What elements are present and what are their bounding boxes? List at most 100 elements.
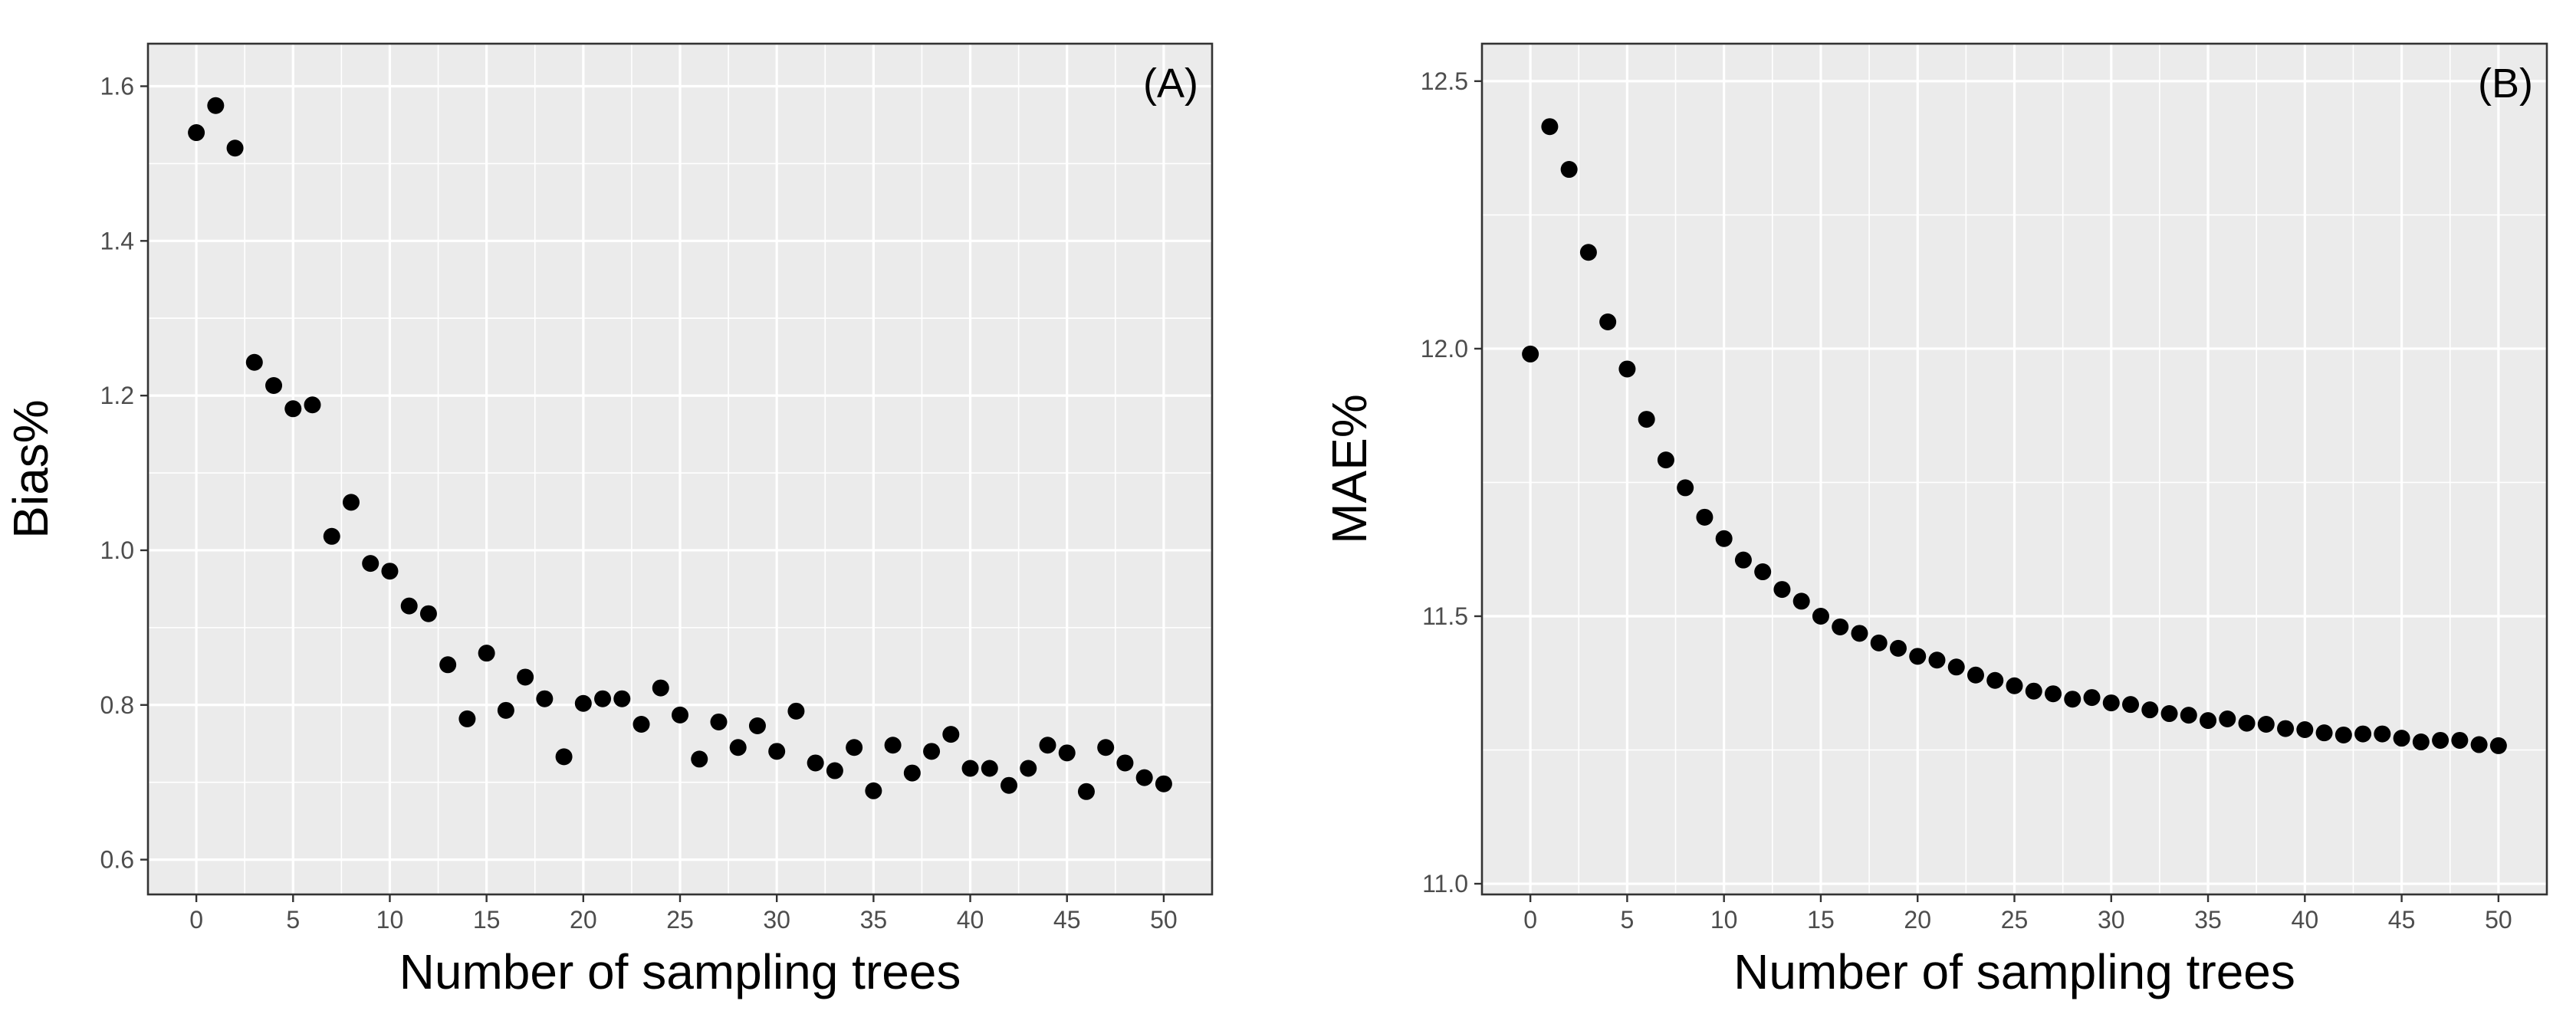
x-tick-label: 0: [189, 906, 203, 934]
data-point: [2354, 725, 2372, 743]
data-point: [1812, 607, 1829, 625]
data-point: [865, 782, 882, 799]
data-point: [2277, 720, 2295, 737]
data-point: [807, 754, 824, 772]
data-point: [2083, 689, 2101, 707]
x-tick-label: 30: [763, 906, 790, 934]
data-point: [2122, 696, 2140, 714]
data-point: [1155, 775, 1172, 792]
data-point: [265, 377, 283, 395]
data-point: [517, 668, 534, 686]
data-point: [2296, 720, 2314, 738]
data-point: [672, 706, 688, 724]
data-point: [1599, 313, 1617, 331]
x-tick-label: 10: [1710, 906, 1738, 934]
data-point: [1792, 592, 1810, 610]
x-tick-label: 40: [957, 906, 984, 934]
panel-tag-a: (A): [1143, 61, 1198, 107]
data-point: [1560, 161, 1578, 179]
data-point: [787, 702, 805, 720]
data-point: [2315, 724, 2333, 742]
data-point: [2064, 691, 2082, 708]
data-point: [652, 679, 669, 697]
data-point: [1889, 639, 1907, 657]
data-point: [2393, 730, 2410, 747]
y-tick-label: 0.6: [100, 846, 134, 874]
x-tick-label: 40: [2292, 906, 2319, 934]
x-tick-label: 15: [1807, 906, 1835, 934]
data-point: [2102, 694, 2120, 712]
y-tick-label: 11.5: [1422, 602, 1468, 630]
data-point: [1734, 551, 1752, 569]
data-point: [1677, 479, 1694, 497]
data-point: [1522, 345, 1539, 363]
data-point: [1967, 666, 1984, 684]
x-tick-label: 5: [286, 906, 300, 934]
x-axis-title: Number of sampling trees: [1733, 944, 2295, 999]
data-point: [207, 97, 225, 114]
data-point: [1579, 244, 1597, 261]
x-tick-label: 30: [2098, 906, 2125, 934]
data-point: [1696, 508, 1714, 526]
x-tick-label: 20: [570, 906, 597, 934]
y-tick-label: 12.5: [1421, 67, 1468, 95]
data-point: [710, 713, 728, 730]
data-point: [419, 605, 437, 622]
data-point: [2238, 714, 2256, 732]
data-point: [942, 726, 960, 743]
data-point: [1541, 118, 1559, 136]
data-point: [2141, 701, 2159, 719]
data-point: [981, 760, 998, 777]
data-point: [2219, 710, 2236, 728]
x-tick-label: 10: [376, 906, 404, 934]
x-tick-label: 50: [2485, 906, 2512, 934]
data-point: [555, 748, 573, 766]
data-point: [691, 750, 708, 768]
data-point: [2200, 712, 2217, 730]
data-point: [1001, 776, 1018, 794]
data-point: [439, 656, 457, 674]
x-tick-label: 25: [2001, 906, 2029, 934]
data-point: [2257, 716, 2275, 733]
y-axis-title: Bias%: [3, 399, 58, 538]
data-point: [304, 396, 321, 414]
y-tick-label: 1.2: [100, 382, 134, 409]
data-point: [458, 710, 476, 727]
data-point: [1773, 581, 1791, 599]
panel-a: 0 5 10 15 20 25 30 35 40 45 50 0.6 0.8 1.0 1.2 1.4 1.6 Nu…: [3, 42, 1214, 999]
data-point: [2045, 685, 2062, 703]
data-point: [961, 760, 979, 777]
data-point: [1135, 769, 1153, 786]
data-point: [362, 555, 380, 573]
data-point: [1870, 634, 1888, 651]
data-point: [903, 764, 921, 782]
data-point: [1832, 618, 1849, 635]
x-axis-title: Number of sampling trees: [399, 944, 961, 999]
data-point: [2006, 677, 2023, 694]
data-point: [729, 739, 747, 756]
x-tick-label: 20: [1904, 906, 1931, 934]
x-tick-label: 15: [473, 906, 501, 934]
data-point: [632, 716, 650, 733]
x-tick-label: 5: [1621, 906, 1635, 934]
y-tick-label: 0.8: [100, 691, 134, 719]
data-point: [2334, 726, 2352, 743]
data-point: [2180, 707, 2197, 724]
data-point: [826, 762, 843, 779]
x-tick-label: 45: [2388, 906, 2416, 934]
data-point: [1909, 648, 1927, 665]
data-point: [284, 400, 302, 418]
data-point: [1638, 411, 1655, 428]
data-point: [1116, 754, 1134, 772]
data-point: [1715, 530, 1733, 547]
y-tick-label: 1.4: [100, 227, 134, 254]
data-point: [574, 694, 592, 712]
data-point: [188, 124, 205, 142]
x-tick-label: 0: [1523, 906, 1537, 934]
data-point: [497, 701, 514, 719]
data-point: [1947, 658, 1965, 676]
data-point: [400, 597, 418, 615]
data-point: [2374, 725, 2391, 743]
data-point: [1657, 451, 1674, 469]
data-point: [1986, 671, 2004, 689]
